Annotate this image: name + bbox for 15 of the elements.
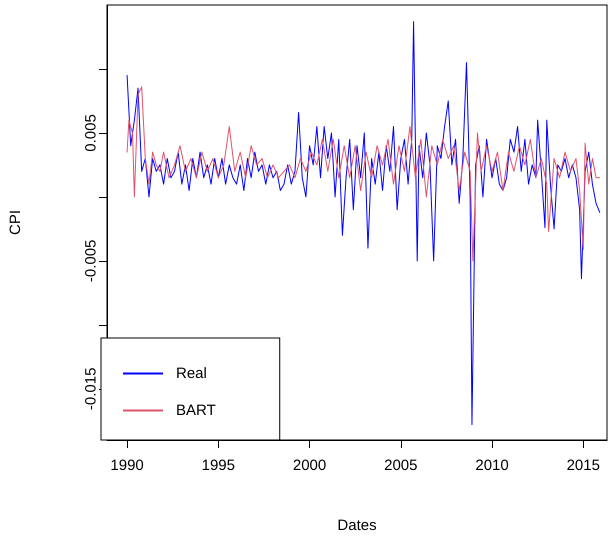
x-axis-title: Dates [337, 517, 377, 534]
x-tick-label: 1990 [110, 457, 144, 474]
y-tick-label: -0.005 [82, 240, 100, 282]
y-axis-title: CPI [7, 210, 24, 236]
x-tick-label: 1995 [202, 457, 235, 474]
x-tick-label: 2005 [384, 457, 418, 474]
line-series [126, 86, 600, 262]
line-series [126, 21, 600, 426]
x-tick-label: 2015 [566, 457, 600, 474]
y-tick-label: 0.005 [82, 114, 100, 152]
x-tick-label: 2000 [292, 457, 326, 474]
legend-label: Real [176, 365, 207, 382]
legend-label: BART [176, 402, 216, 419]
x-tick-label: 2010 [475, 457, 509, 474]
y-tick-label: -0.015 [82, 368, 100, 410]
